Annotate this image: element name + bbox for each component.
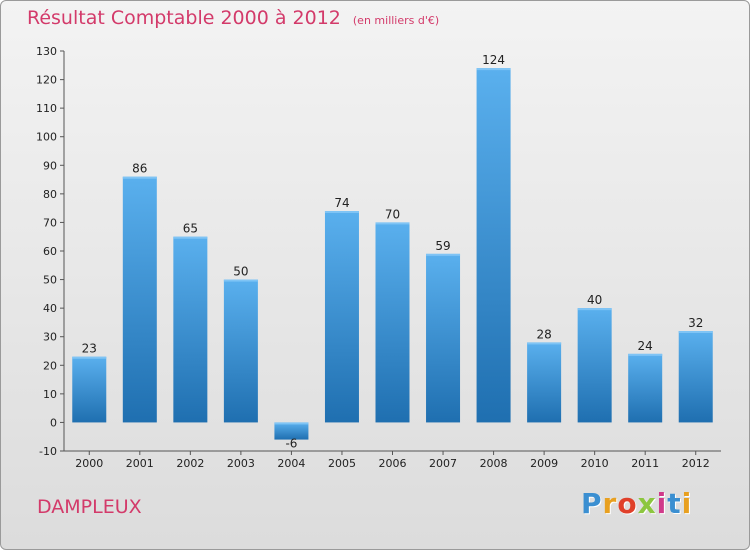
data-label: 24 xyxy=(638,339,653,353)
logo-letter: r xyxy=(602,487,618,520)
y-tick-label: 20 xyxy=(43,359,57,372)
bar-highlight xyxy=(426,253,461,256)
bar xyxy=(527,342,562,423)
data-label: 124 xyxy=(482,53,505,67)
logo-letter: t xyxy=(667,487,682,520)
y-tick-label: 80 xyxy=(43,188,57,201)
value-labels: 23 86 65 50 -6 74 70 59 124 28 40 24 32 xyxy=(82,53,704,450)
x-tick-label: 2009 xyxy=(530,457,558,470)
bar xyxy=(678,331,713,423)
bar-highlight xyxy=(223,279,258,282)
bar-highlight xyxy=(173,236,208,239)
bar-highlight xyxy=(324,211,359,213)
x-tick-label: 2005 xyxy=(328,457,356,470)
x-tick-label: 2006 xyxy=(379,457,407,470)
bar-highlight xyxy=(476,68,511,71)
bar xyxy=(72,356,107,423)
data-label: 40 xyxy=(587,293,602,307)
bars xyxy=(72,68,713,440)
y-tick-label: 90 xyxy=(43,159,57,172)
y-tick-label: -10 xyxy=(39,445,57,458)
logo-letter: o xyxy=(617,487,638,520)
bar-highlight xyxy=(72,356,107,359)
bar-highlight xyxy=(375,222,410,225)
bar xyxy=(223,279,258,423)
bar xyxy=(173,236,208,423)
y-tick-label: 50 xyxy=(43,274,57,287)
data-label: 65 xyxy=(183,222,198,236)
x-tick-label: 2000 xyxy=(75,457,103,470)
bar-highlight xyxy=(274,422,309,425)
bar xyxy=(375,222,410,423)
chart-unit: (en milliers d'€) xyxy=(352,14,440,27)
y-tick-label: 30 xyxy=(43,331,57,344)
y-tick-label: 70 xyxy=(43,216,57,229)
y-axis: -10 0 10 20 30 40 50 60 70 80 90 100 110 120 130 xyxy=(36,45,65,458)
logo-letter: i xyxy=(681,487,693,520)
data-label: 59 xyxy=(435,239,450,253)
bar-highlight xyxy=(678,331,713,333)
logo-letter: P xyxy=(581,487,603,520)
logo-letter: i xyxy=(656,487,668,520)
y-tick-label: 130 xyxy=(36,45,57,58)
data-label: 28 xyxy=(536,327,551,341)
x-axis: 2000 2001 2002 2003 2004 2005 2006 2007 2008 2009… xyxy=(64,450,721,470)
x-tick-label: 2008 xyxy=(480,457,508,470)
y-tick-label: 110 xyxy=(36,102,57,115)
x-tick-label: 2010 xyxy=(581,457,609,470)
bar xyxy=(324,211,359,423)
commune-name: DAMPLEUX xyxy=(37,496,142,518)
x-tick-label: 2003 xyxy=(227,457,255,470)
y-tick-label: 120 xyxy=(36,74,57,87)
x-tick-label: 2012 xyxy=(682,457,710,470)
bar xyxy=(122,176,157,423)
y-tick-label: 0 xyxy=(50,416,57,429)
data-label: 74 xyxy=(334,196,349,210)
bar xyxy=(426,253,461,423)
x-tick-label: 2011 xyxy=(631,457,659,470)
x-tick-label: 2002 xyxy=(176,457,204,470)
data-label: 86 xyxy=(132,162,147,176)
x-tick-label: 2007 xyxy=(429,457,457,470)
bar xyxy=(628,353,663,423)
proxiti-logo[interactable]: Proxiti xyxy=(581,487,692,520)
data-label: 50 xyxy=(233,265,248,279)
x-tick-label: 2004 xyxy=(277,457,305,470)
x-tick-label: 2001 xyxy=(126,457,154,470)
data-label: -6 xyxy=(285,437,297,451)
y-tick-label: 60 xyxy=(43,245,57,258)
bar-highlight xyxy=(122,176,157,179)
y-tick-label: 40 xyxy=(43,302,57,315)
data-label: 32 xyxy=(688,316,703,330)
bar xyxy=(476,68,511,423)
bar-highlight xyxy=(628,353,663,356)
bar xyxy=(274,422,309,440)
data-label: 23 xyxy=(82,342,97,356)
bar-highlight xyxy=(527,342,562,345)
bar xyxy=(577,308,612,423)
chart-title: Résultat Comptable 2000 à 2012 xyxy=(27,7,341,29)
bar-highlight xyxy=(577,308,612,311)
data-label: 70 xyxy=(385,207,400,221)
y-tick-label: 100 xyxy=(36,131,57,144)
y-tick-label: 10 xyxy=(43,388,57,401)
logo-letter: x xyxy=(637,487,657,520)
title-block: Résultat Comptable 2000 à 2012 (en milli… xyxy=(27,7,439,29)
